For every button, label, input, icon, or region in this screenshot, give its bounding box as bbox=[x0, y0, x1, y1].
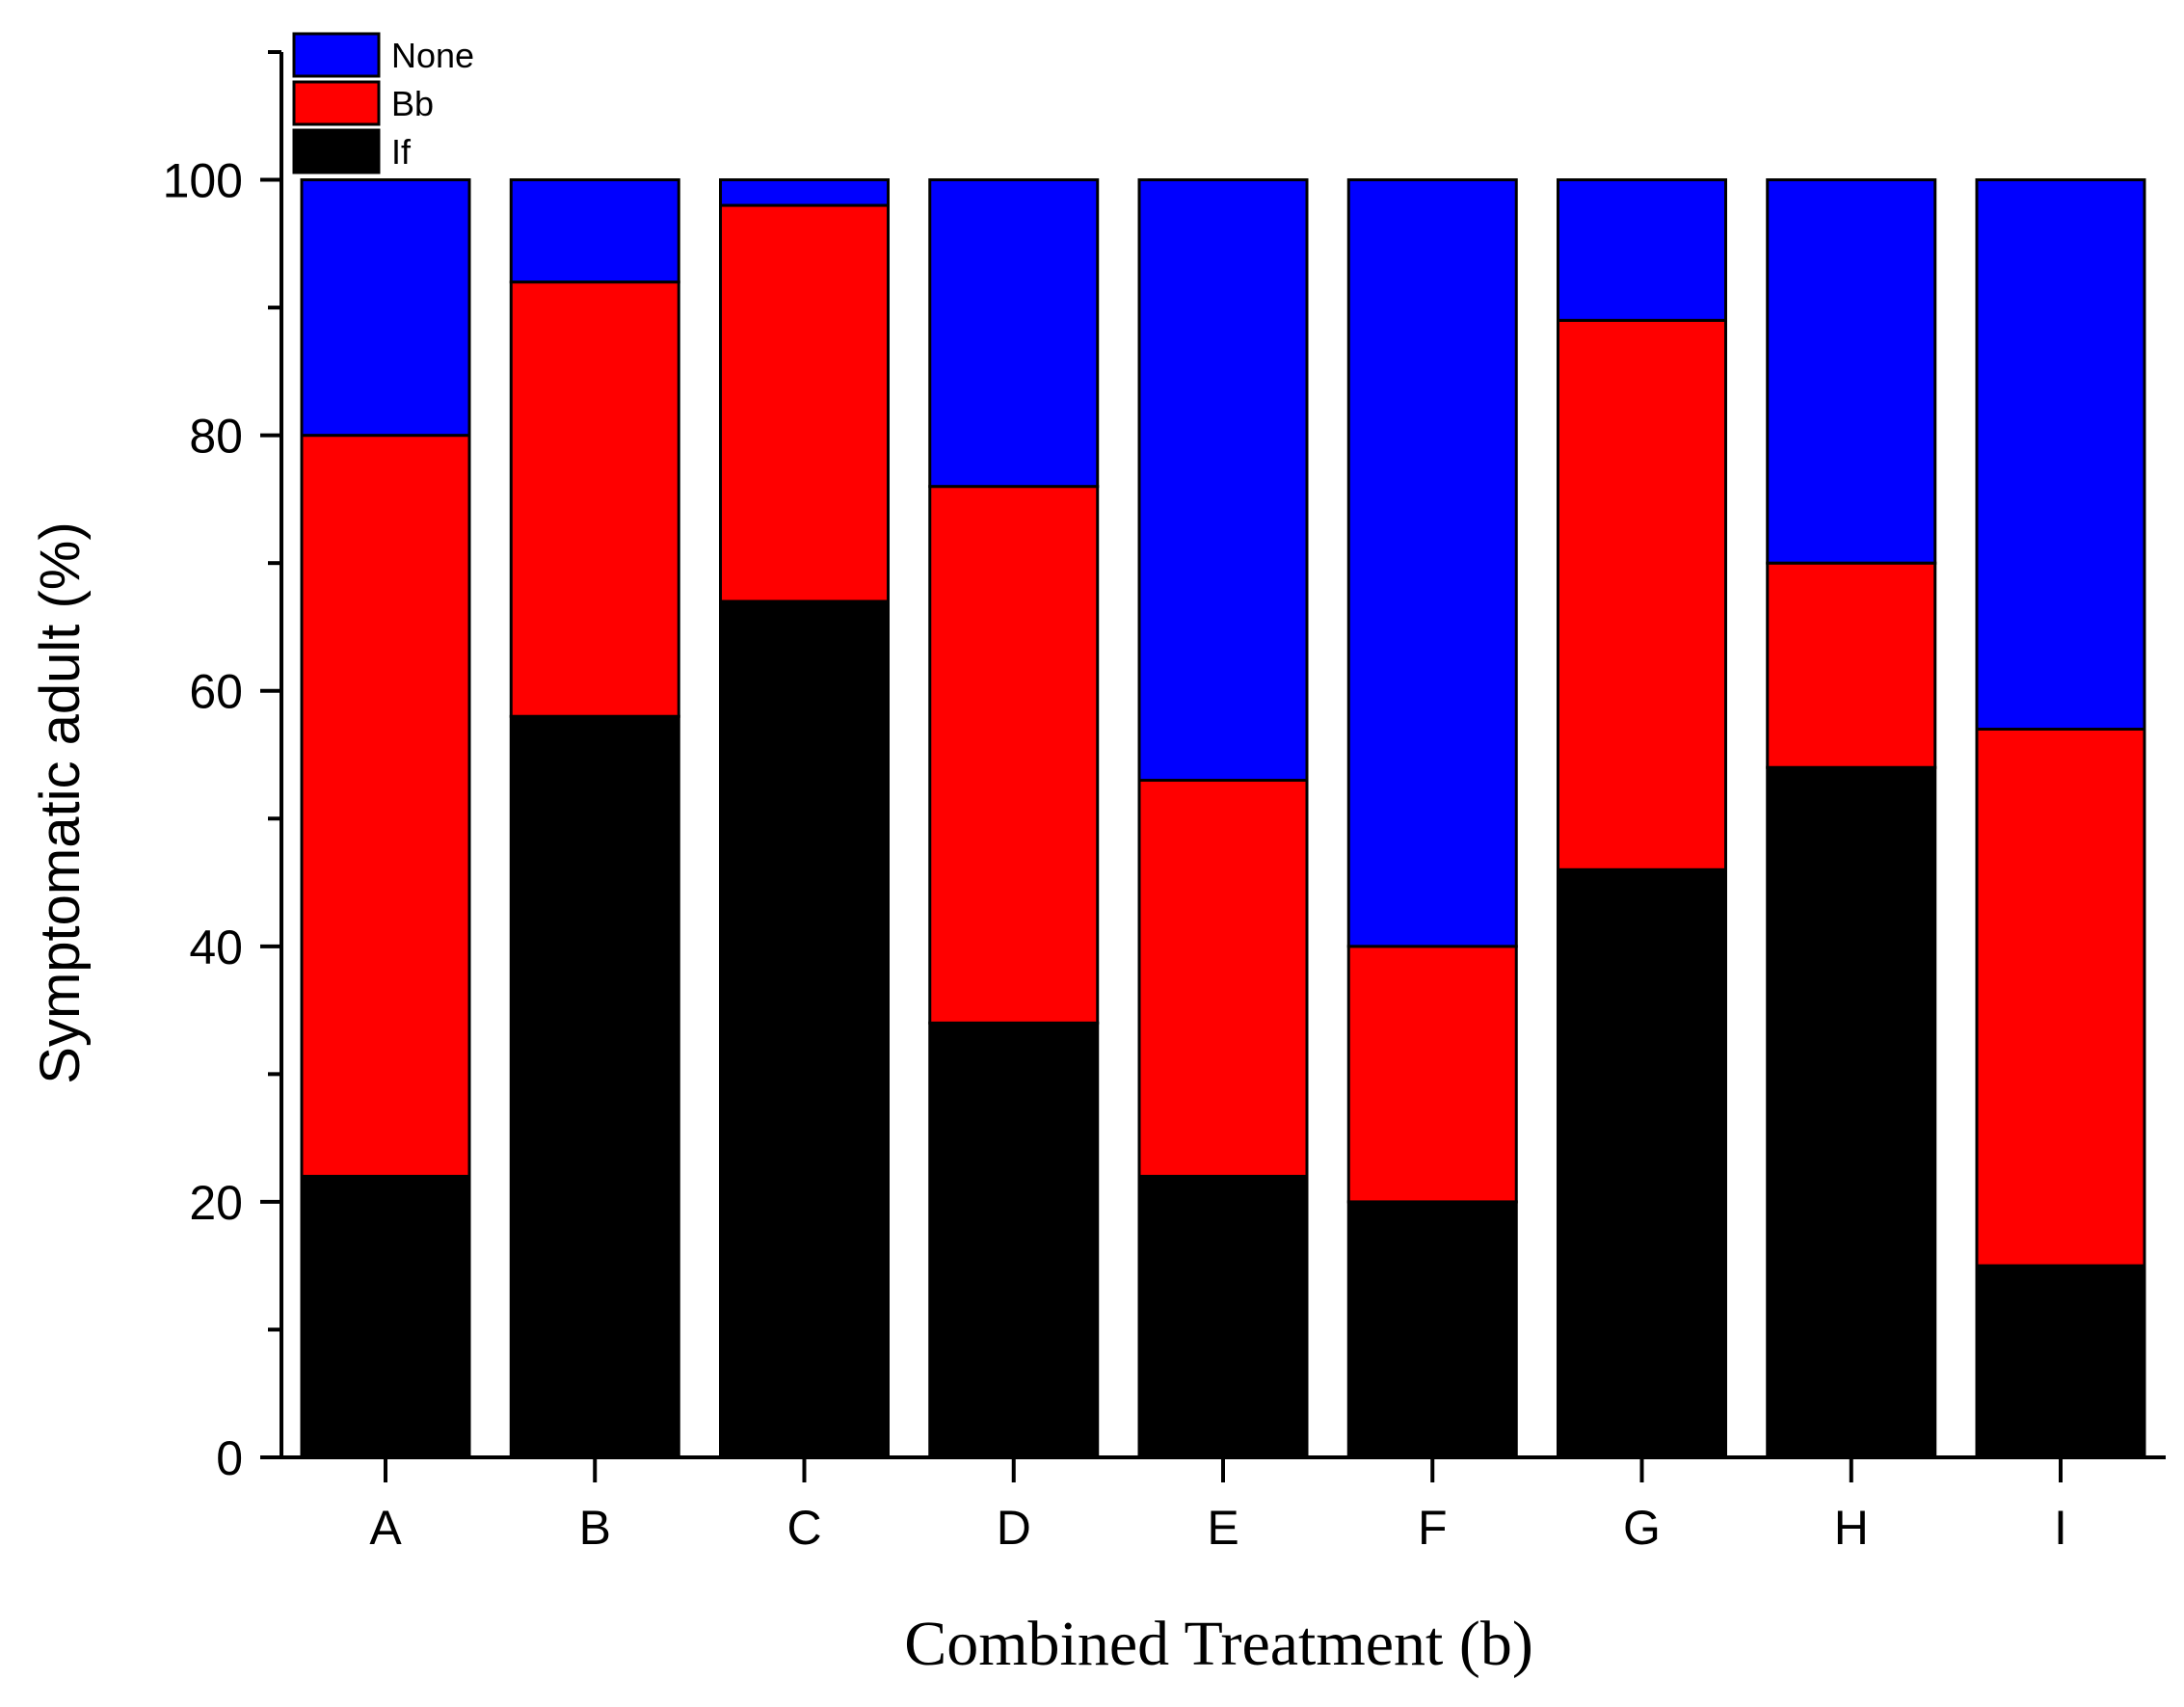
legend-label-bb: Bb bbox=[391, 84, 434, 123]
legend-swatch-bb bbox=[292, 80, 381, 126]
axes-layer: 0 20 40 60 80 100 A B C D E F G H I bbox=[163, 50, 2166, 1555]
x-tick-label-e: E bbox=[1207, 1501, 1238, 1555]
y-tick-label: 0 bbox=[216, 1431, 243, 1485]
x-tick-label-h: H bbox=[1834, 1501, 1869, 1555]
y-tick-label: 80 bbox=[189, 410, 243, 464]
y-tick-label: 100 bbox=[163, 154, 243, 208]
bar-if-a bbox=[300, 1174, 471, 1459]
y-tick-label: 40 bbox=[189, 920, 243, 974]
bar-none-b bbox=[509, 178, 680, 284]
bar-none-a bbox=[300, 178, 471, 438]
bar-if-i bbox=[1975, 1264, 2146, 1459]
bar-bb-g bbox=[1557, 318, 1727, 871]
bars-layer bbox=[300, 178, 2146, 1459]
bar-none-e bbox=[1137, 178, 1309, 783]
legend-swatch-if bbox=[292, 128, 381, 174]
bar-bb-h bbox=[1766, 561, 1937, 769]
bar-bb-b bbox=[509, 280, 680, 718]
bar-bb-d bbox=[928, 485, 1100, 1025]
bar-if-g bbox=[1557, 867, 1727, 1459]
bar-bb-f bbox=[1346, 945, 1518, 1204]
bar-bb-c bbox=[719, 203, 890, 603]
x-tick-label-i: I bbox=[2054, 1501, 2067, 1555]
bar-bb-e bbox=[1137, 779, 1309, 1178]
x-tick-label-d: D bbox=[997, 1501, 1031, 1555]
legend-label-if: If bbox=[391, 132, 412, 172]
y-axis-label: Symptomatic adult (%) bbox=[29, 521, 92, 1083]
bar-none-g bbox=[1557, 178, 1727, 322]
legend: None Bb If bbox=[292, 32, 474, 174]
bar-none-i bbox=[1975, 178, 2146, 731]
x-tick-label-b: B bbox=[579, 1501, 611, 1555]
bar-none-h bbox=[1766, 178, 1937, 565]
x-tick-label-a: A bbox=[369, 1501, 402, 1555]
legend-label-none: None bbox=[391, 36, 474, 75]
bar-if-c bbox=[719, 600, 890, 1459]
bar-if-d bbox=[928, 1021, 1100, 1459]
bar-if-e bbox=[1137, 1174, 1309, 1459]
x-tick-label-f: F bbox=[1418, 1501, 1448, 1555]
y-tick-label: 20 bbox=[189, 1176, 243, 1230]
bar-none-c bbox=[719, 178, 890, 207]
x-tick-label-g: G bbox=[1623, 1501, 1661, 1555]
bar-if-f bbox=[1346, 1200, 1518, 1459]
bar-if-h bbox=[1766, 765, 1937, 1459]
bar-none-d bbox=[928, 178, 1100, 489]
bar-none-f bbox=[1346, 178, 1518, 948]
x-axis-label: Combined Treatment (b) bbox=[904, 1609, 1533, 1679]
y-tick-label: 60 bbox=[189, 665, 243, 719]
bar-if-b bbox=[509, 714, 680, 1459]
bar-bb-a bbox=[300, 434, 471, 1178]
x-tick-label-c: C bbox=[786, 1501, 821, 1555]
bar-bb-i bbox=[1975, 727, 2146, 1267]
legend-swatch-none bbox=[292, 32, 381, 78]
